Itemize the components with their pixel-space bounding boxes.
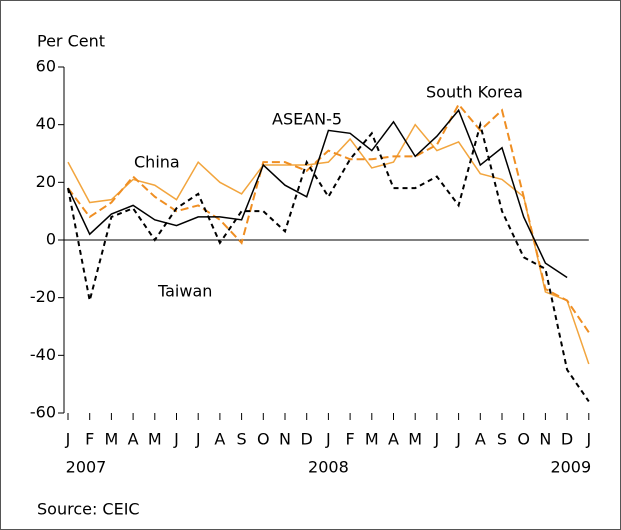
x-tick-label: M bbox=[365, 430, 379, 449]
series-label: South Korea bbox=[426, 83, 523, 102]
x-tick-label: N bbox=[539, 430, 551, 449]
x-tick-label: M bbox=[148, 430, 162, 449]
x-tick-label: S bbox=[497, 430, 507, 449]
series-line bbox=[67, 120, 590, 403]
y-axis-label: Per Cent bbox=[37, 32, 105, 51]
x-tick-label: J bbox=[585, 430, 591, 449]
series-line bbox=[67, 108, 568, 279]
x-tick-label: M bbox=[408, 430, 422, 449]
x-tick-label: J bbox=[455, 430, 461, 449]
x-tick-label: F bbox=[85, 430, 94, 449]
y-tick-label: 20 bbox=[36, 172, 56, 191]
x-tick-label: A bbox=[128, 430, 139, 449]
x-tick-label: J bbox=[434, 430, 440, 449]
x-tick-label: N bbox=[279, 430, 291, 449]
series-label: China bbox=[134, 153, 180, 172]
source: Source: CEIC bbox=[37, 500, 140, 519]
x-tick-label: A bbox=[475, 430, 486, 449]
x-tick-label: A bbox=[388, 430, 399, 449]
series-line bbox=[67, 123, 590, 365]
y-tick-label: 0 bbox=[46, 230, 56, 249]
y-tick-label: 40 bbox=[36, 114, 56, 133]
y-tick-label: 60 bbox=[36, 57, 56, 76]
x-tick-label: A bbox=[214, 430, 225, 449]
x-tick-label: D bbox=[301, 430, 313, 449]
x-tick-label: D bbox=[561, 430, 573, 449]
y-tick-label: -40 bbox=[30, 345, 56, 364]
x-tick-label: F bbox=[345, 430, 354, 449]
x-tick-label: M bbox=[104, 430, 118, 449]
year-label: 2007 bbox=[66, 458, 107, 477]
series-line bbox=[67, 102, 590, 333]
series-label: Taiwan bbox=[157, 282, 212, 301]
x-tick-label: J bbox=[65, 430, 71, 449]
x-tick-label: J bbox=[173, 430, 179, 449]
y-tick-label: -60 bbox=[30, 403, 56, 422]
year-label: 2009 bbox=[550, 458, 591, 477]
x-tick-label: J bbox=[325, 430, 331, 449]
series-label: ASEAN-5 bbox=[272, 110, 342, 129]
x-tick-label: O bbox=[257, 430, 270, 449]
year-label: 2008 bbox=[308, 458, 349, 477]
x-tick-label: S bbox=[237, 430, 247, 449]
x-tick-label: J bbox=[195, 430, 201, 449]
y-tick-label: -20 bbox=[30, 287, 56, 306]
x-tick-label: O bbox=[517, 430, 530, 449]
